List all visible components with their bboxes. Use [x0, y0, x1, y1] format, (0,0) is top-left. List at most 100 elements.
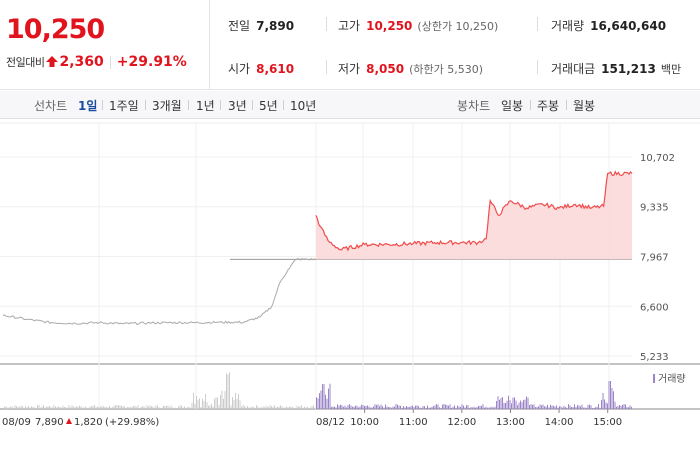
volume-bar-today: [445, 404, 446, 409]
period-3year[interactable]: 3년: [228, 99, 247, 113]
volume-bar-today: [437, 404, 439, 409]
volume-bar-today: [476, 406, 478, 409]
volume-bar-prev: [233, 399, 235, 409]
volume-bar-prev: [199, 398, 200, 409]
volume-bar-today: [520, 400, 521, 409]
volume-bar-today: [331, 406, 332, 409]
volume-bar-prev: [5, 406, 7, 409]
volume-bar-today: [341, 405, 343, 409]
volume-bar-today: [581, 404, 583, 409]
price-chart[interactable]: 10,702 9,335 7,967 6,600 5,233 거래량 08/09 7,890 1…: [0, 120, 700, 450]
volume-bar-prev: [220, 395, 221, 409]
period-weekly[interactable]: 주봉: [537, 99, 560, 113]
volume-bar-today: [454, 405, 455, 409]
volume-bar-today: [574, 404, 575, 409]
volume-bar-prev: [77, 406, 79, 409]
stat-label: 전일: [228, 19, 251, 33]
volume-bar-prev: [95, 407, 97, 409]
period-3month[interactable]: 3개월: [152, 99, 182, 113]
period-daily[interactable]: 일봉: [501, 99, 524, 113]
volume-bar-prev: [43, 405, 44, 409]
x-tick-label: 15:00: [593, 417, 622, 428]
volume-bar-prev: [214, 399, 215, 409]
volume-bar-prev: [179, 405, 181, 409]
volume-bar-prev: [197, 399, 199, 409]
y-tick-label: 10,702: [640, 153, 675, 164]
volume-bar-prev: [200, 406, 202, 409]
volume-bar-prev: [88, 407, 89, 409]
volume-bar-prev: [32, 406, 34, 409]
volume-bar-today: [518, 402, 520, 409]
volume-bar-today: [589, 404, 590, 409]
volume-bar-today: [473, 406, 475, 409]
period-5year[interactable]: 5년: [259, 99, 278, 113]
volume-bar-today: [334, 406, 335, 409]
volume-bar-prev: [149, 405, 151, 409]
volume-bar-prev: [284, 407, 286, 409]
volume-bar-today: [482, 404, 484, 409]
volume-bar-today: [557, 407, 559, 409]
volume-bar-prev: [187, 407, 188, 409]
volume-bar-today: [601, 399, 602, 409]
volume-bar-today: [391, 407, 392, 409]
period-1week[interactable]: 1주일: [109, 99, 139, 113]
volume-bar-prev: [62, 405, 64, 409]
volume-bar-today: [442, 404, 443, 409]
toolbar-divider: [145, 100, 146, 110]
period-10year[interactable]: 10년: [290, 99, 317, 113]
line-chart-label: 선차트: [34, 99, 68, 113]
volume-bar-today: [593, 407, 595, 409]
volume-bar-today: [425, 407, 427, 409]
period-monthly[interactable]: 월봉: [573, 99, 596, 113]
volume-bar-today: [610, 381, 611, 409]
volume-bar-prev: [182, 407, 184, 409]
volume-bar-prev: [148, 406, 149, 409]
volume-bar-prev: [251, 406, 253, 409]
y-tick-label: 6,600: [640, 302, 669, 313]
period-1day[interactable]: 1일: [78, 99, 98, 113]
volume-bar-prev: [64, 406, 65, 409]
volume-bar-prev: [181, 405, 182, 409]
toolbar-divider: [283, 100, 284, 110]
volume-bar-today: [499, 399, 500, 409]
volume-bar-today: [605, 402, 607, 409]
volume-bar-today: [430, 407, 431, 409]
stat-amount: 거래대금 151,213 백만: [551, 60, 681, 77]
volume-bar-prev: [61, 407, 62, 409]
volume-bar-prev: [205, 394, 206, 409]
x-tick-label: 12:00: [447, 417, 476, 428]
volume-bar-today: [350, 405, 352, 409]
volume-bar-prev: [89, 406, 91, 409]
period-1year[interactable]: 1년: [196, 99, 215, 113]
volume-bar-today: [524, 399, 526, 409]
volume-bar-today: [583, 407, 584, 409]
volume-bar-prev: [256, 405, 257, 409]
volume-bar-prev: [118, 405, 119, 409]
stat-value: 7,890: [256, 19, 295, 33]
volume-bar-today: [527, 397, 529, 409]
volume-bar-prev: [136, 407, 137, 409]
volume-bar-prev: [37, 405, 38, 409]
volume-bar-today: [488, 407, 490, 409]
volume-bar-prev: [253, 407, 254, 409]
volume-bar-today: [455, 407, 457, 409]
volume-bar-prev: [83, 407, 85, 409]
volume-bar-today: [428, 407, 430, 409]
volume-bar-prev: [299, 406, 301, 409]
volume-bar-today: [398, 405, 400, 409]
volume-bar-today: [548, 407, 550, 409]
volume-bar-prev: [209, 405, 211, 409]
volume-bar-prev: [16, 406, 17, 409]
volume-bar-prev: [29, 407, 31, 409]
toolbar-divider: [252, 100, 253, 110]
volume-bar-prev: [161, 407, 163, 409]
volume-bar-prev: [257, 406, 259, 409]
volume-bar-prev: [107, 407, 109, 409]
volume-bar-today: [623, 404, 625, 409]
volume-bar-today: [481, 405, 482, 409]
volume-bar-prev: [65, 406, 67, 409]
volume-bar-today: [568, 404, 569, 409]
volume-bar-today: [539, 404, 541, 409]
volume-bar-today: [478, 406, 479, 409]
volume-bar-prev: [86, 407, 88, 409]
